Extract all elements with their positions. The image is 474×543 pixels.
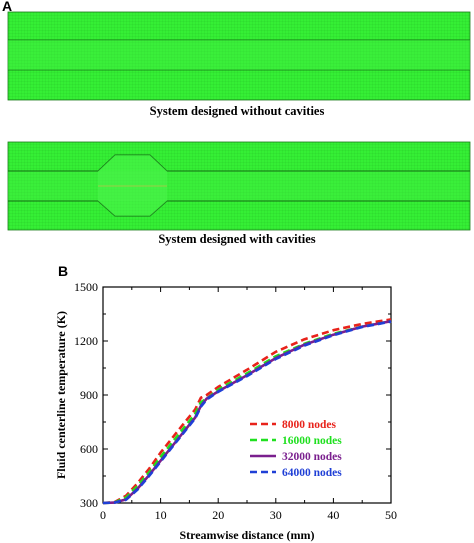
series-line-2 [102,319,392,505]
series-line-3 [102,320,392,505]
panel-b-letter: B [58,263,69,279]
x-tick-label: 10 [155,508,167,522]
y-tick-label: 300 [80,496,98,510]
legend-label-2: 32000 nodes [282,451,342,463]
y-tick-label: 1500 [74,280,98,294]
legend-label-3: 64000 nodes [282,467,342,479]
x-tick-label: 20 [212,508,224,522]
mesh-figures [7,11,471,231]
mesh-without-cavities [7,11,471,101]
series-line-1 [102,319,392,505]
legend-label-0: 8000 nodes [282,419,337,431]
panel-a-letter: A [2,0,13,14]
series-line-0 [102,318,392,505]
y-axis-label: Fluid centerline temperature (K) [54,311,68,479]
y-tick-label: 900 [80,388,98,402]
caption-without-cavities: System designed without cavities [149,104,325,118]
y-tick-label: 1200 [74,334,98,348]
mesh-with-cavities [7,141,471,231]
x-axis-label: Streamwise distance (mm) [179,528,314,542]
x-tick-label: 40 [327,508,339,522]
x-tick-label: 30 [270,508,282,522]
caption-with-cavities: System designed with cavities [158,232,316,246]
x-tick-label: 50 [385,508,397,522]
x-tick-label: 0 [100,508,106,522]
legend-label-1: 16000 nodes [282,435,342,447]
y-tick-label: 600 [80,442,98,456]
